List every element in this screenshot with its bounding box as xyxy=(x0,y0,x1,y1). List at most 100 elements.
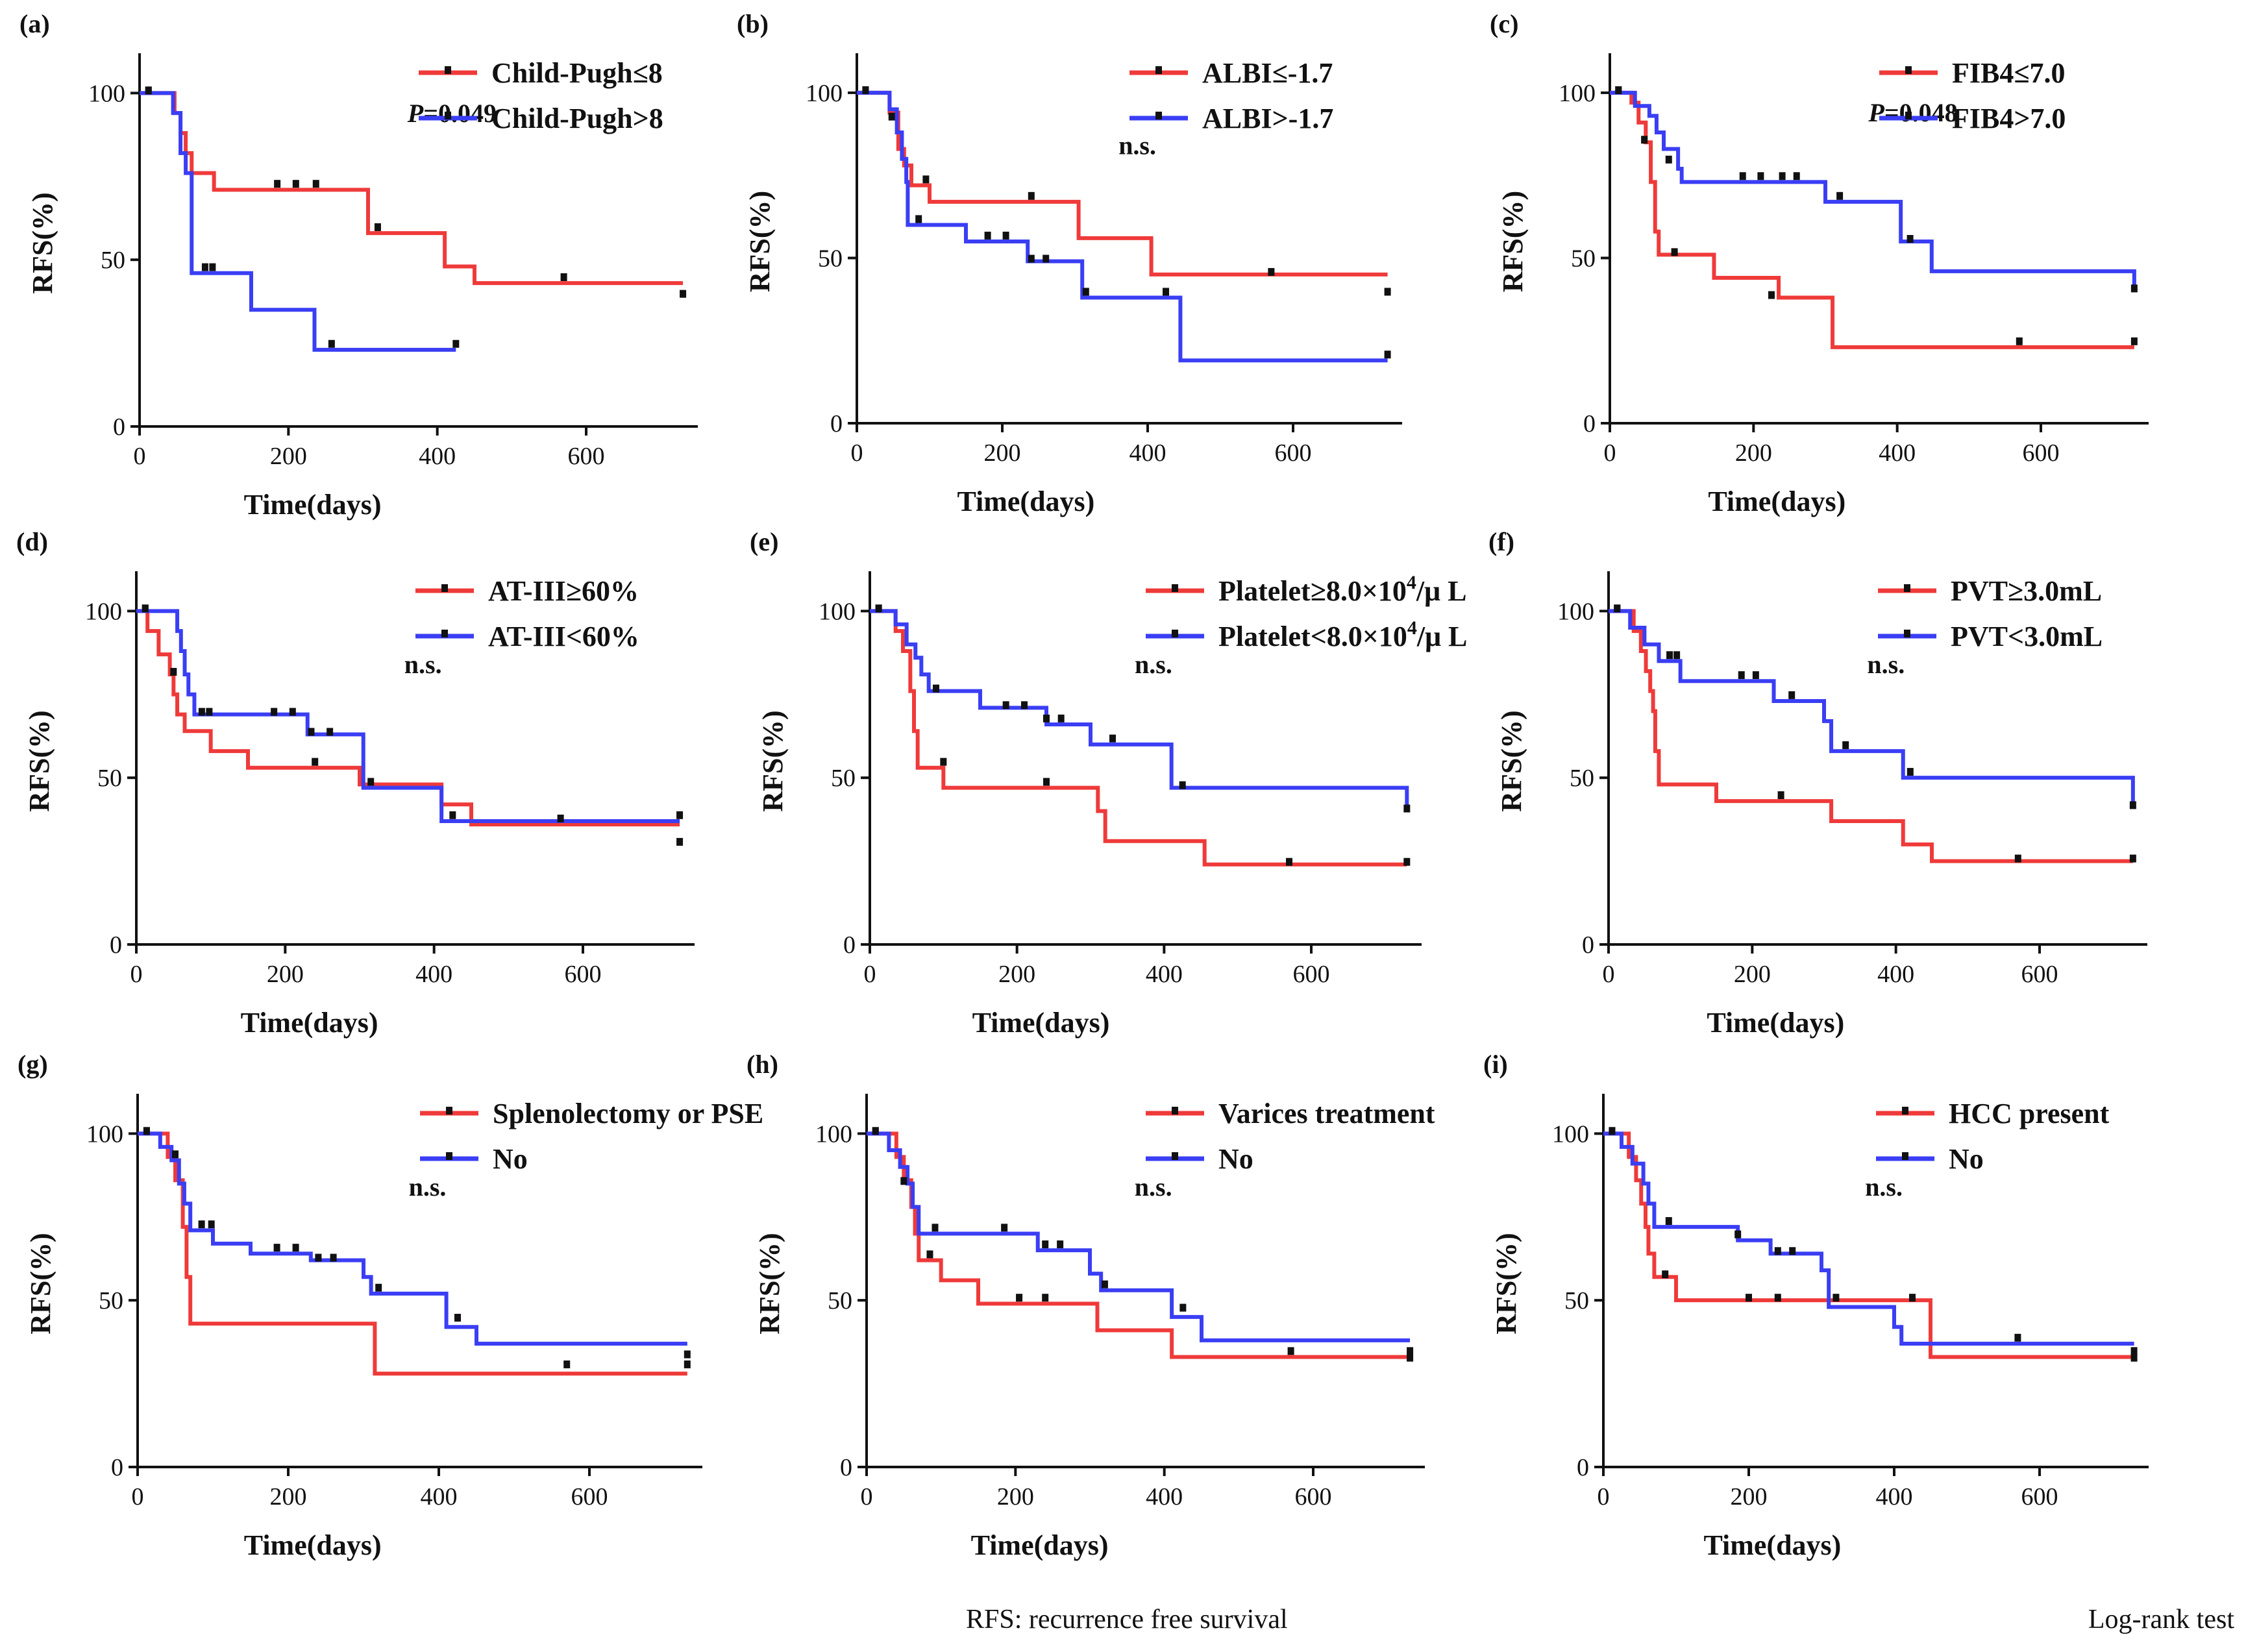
pvalue-annotation: n.s. xyxy=(1118,131,1156,160)
pvalue-annotation: n.s. xyxy=(1867,650,1905,679)
censor-mark xyxy=(1179,1303,1187,1312)
x-tick-label: 400 xyxy=(419,443,456,470)
x-axis-title: Time(days) xyxy=(1703,1529,1841,1561)
censor-mark xyxy=(1614,604,1621,613)
km-curve-blue xyxy=(138,1131,687,1346)
censor-mark xyxy=(1662,1270,1669,1279)
y-axis-title: RFS(%) xyxy=(25,1233,56,1334)
km-curve-red xyxy=(867,1131,1411,1359)
censor-mark xyxy=(274,180,281,188)
legend-label-unit: /μ L xyxy=(1416,621,1468,652)
censor-mark xyxy=(926,1250,933,1259)
legend-label: No xyxy=(1218,1143,1253,1175)
x-tick-label: 0 xyxy=(1603,961,1615,988)
legend-label: Platelet<8.0×104/μ L xyxy=(1218,617,1467,652)
censor-mark xyxy=(1057,1240,1064,1248)
censor-mark xyxy=(676,837,684,846)
pvalue-annotation: n.s. xyxy=(404,650,442,679)
censor-mark xyxy=(1287,1347,1294,1355)
censor-mark xyxy=(933,684,939,693)
legend-censor-mark xyxy=(446,1107,452,1115)
y-tick-label: 100 xyxy=(815,1120,852,1148)
x-tick-label: 400 xyxy=(1879,439,1916,467)
censor-mark xyxy=(1407,1353,1414,1362)
legend-label: Child-Pugh>8 xyxy=(491,103,663,134)
censor-mark xyxy=(1002,231,1009,240)
km-panel-a: (a) 0 50 100 0 200 400 600 Time(days) RFS(%) P=0.0… xyxy=(19,9,698,521)
censor-mark xyxy=(1788,691,1796,699)
legend-label: PVT<3.0mL xyxy=(1951,621,2103,652)
legend-label-main: Platelet≥8.0×10 xyxy=(1218,575,1407,607)
legend-censor-mark xyxy=(1172,1152,1178,1160)
legend-label: HCC present xyxy=(1949,1098,2110,1129)
legend-label-main: Platelet<8.0×10 xyxy=(1218,621,1407,652)
x-tick-label: 600 xyxy=(2023,439,2060,467)
y-tick-label: 100 xyxy=(85,598,122,625)
km-curve-red xyxy=(870,609,1407,867)
x-tick-label: 600 xyxy=(565,961,602,988)
y-tick-label: 100 xyxy=(88,80,125,107)
km-curve-blue xyxy=(1609,609,2135,808)
censor-mark xyxy=(900,1177,907,1185)
x-tick-label: 200 xyxy=(997,1483,1034,1510)
pvalue-text: n.s. xyxy=(1867,650,1905,679)
x-tick-label: 0 xyxy=(1598,1483,1610,1510)
y-tick-label: 100 xyxy=(806,80,843,107)
censor-mark xyxy=(680,290,687,298)
censor-mark xyxy=(2016,337,2023,345)
km-curve-red xyxy=(1603,1131,2134,1359)
censor-mark xyxy=(330,1253,337,1262)
censor-mark xyxy=(984,231,991,240)
censor-mark xyxy=(932,1224,939,1232)
y-tick-label: 100 xyxy=(86,1120,123,1148)
x-axis-title: Time(days) xyxy=(957,486,1094,517)
y-axis-title: RFS(%) xyxy=(744,191,776,292)
x-axis-title: Time(days) xyxy=(1708,486,1845,517)
x-tick-label: 0 xyxy=(132,1483,144,1510)
censor-mark xyxy=(2014,1333,2021,1342)
legend-censor-mark xyxy=(1172,630,1178,637)
y-tick-label: 0 xyxy=(110,931,122,959)
censor-mark xyxy=(1768,291,1775,299)
panel-label: (g) xyxy=(18,1050,48,1079)
y-tick-label: 50 xyxy=(1571,245,1596,272)
censor-mark xyxy=(145,86,152,95)
x-tick-label: 200 xyxy=(267,961,304,988)
x-tick-label: 200 xyxy=(270,1483,307,1510)
pvalue-annotation: n.s. xyxy=(1135,650,1172,679)
x-tick-label: 0 xyxy=(864,961,876,988)
censor-mark xyxy=(206,708,213,716)
censor-mark xyxy=(557,814,564,822)
panel-label: (h) xyxy=(747,1050,778,1079)
censor-mark xyxy=(1407,1347,1414,1355)
y-tick-label: 0 xyxy=(840,1454,852,1481)
x-tick-label: 200 xyxy=(998,961,1035,988)
censor-mark xyxy=(1665,155,1672,164)
censor-mark xyxy=(1774,1247,1781,1255)
censor-mark xyxy=(1779,172,1786,180)
y-tick-label: 50 xyxy=(1564,1287,1589,1314)
x-tick-label: 400 xyxy=(1146,1483,1183,1510)
censor-mark xyxy=(452,339,460,348)
km-curve-blue xyxy=(1610,90,2136,291)
legend-label: ALBI>-1.7 xyxy=(1202,103,1333,134)
panel-label: (f) xyxy=(1488,527,1514,556)
censor-mark xyxy=(1746,1294,1752,1302)
pvalue-text: n.s. xyxy=(404,650,442,679)
legend-censor-mark xyxy=(1902,1152,1908,1160)
censor-mark xyxy=(1673,651,1681,660)
censor-mark xyxy=(374,223,381,231)
censor-mark xyxy=(1163,288,1169,296)
censor-mark xyxy=(170,667,177,676)
legend-censor-mark xyxy=(1905,112,1912,119)
censor-mark xyxy=(143,1127,150,1135)
x-tick-label: 400 xyxy=(415,961,452,988)
y-axis-title: RFS(%) xyxy=(1490,1233,1522,1334)
y-tick-label: 100 xyxy=(1559,80,1596,107)
km-curve-red xyxy=(857,90,1388,277)
censor-mark xyxy=(1082,288,1089,296)
x-tick-label: 200 xyxy=(1735,439,1772,467)
censor-mark xyxy=(1403,804,1411,813)
y-tick-label: 100 xyxy=(1557,598,1594,625)
